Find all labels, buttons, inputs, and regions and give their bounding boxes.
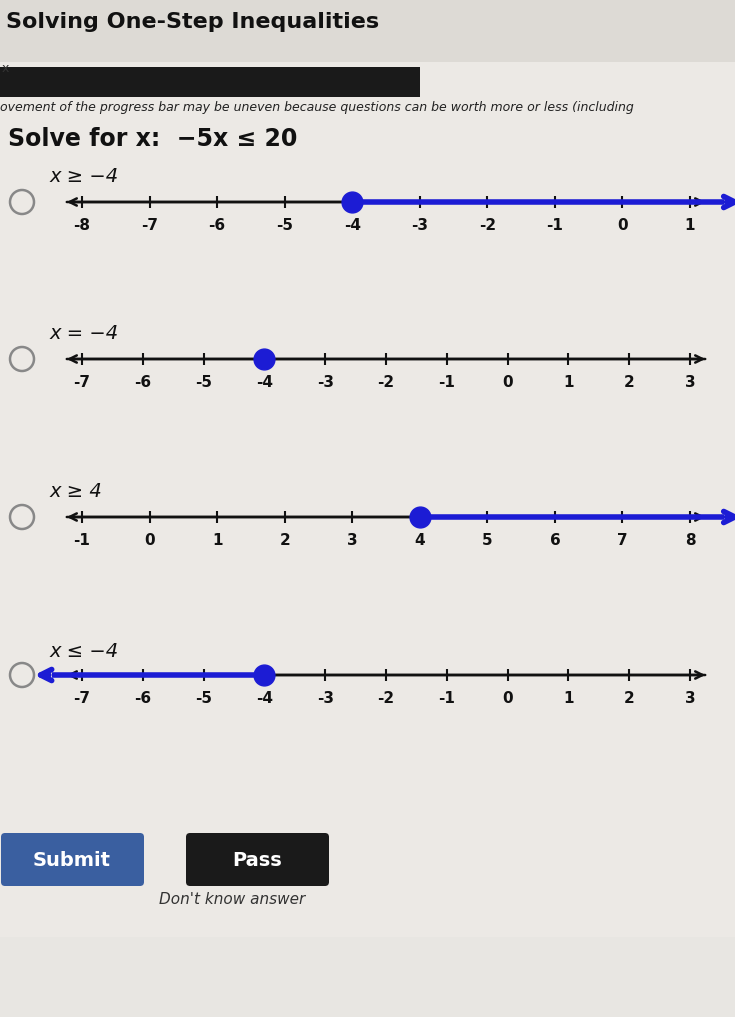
Text: x = −4: x = −4: [50, 324, 119, 343]
Text: Pass: Pass: [232, 850, 282, 870]
Text: 0: 0: [502, 691, 513, 706]
Text: 0: 0: [144, 533, 155, 548]
Text: Submit: Submit: [33, 850, 111, 870]
Text: Solving One-Step Inequalities: Solving One-Step Inequalities: [6, 12, 379, 32]
Text: -2: -2: [378, 691, 395, 706]
Text: -2: -2: [478, 218, 496, 233]
Text: -4: -4: [344, 218, 361, 233]
Text: ovement of the progress bar may be uneven because questions can be worth more or: ovement of the progress bar may be uneve…: [0, 101, 634, 114]
FancyBboxPatch shape: [186, 833, 329, 886]
Text: -3: -3: [412, 218, 429, 233]
Text: -1: -1: [546, 218, 563, 233]
Text: -5: -5: [195, 691, 212, 706]
FancyBboxPatch shape: [0, 67, 420, 97]
Text: 0: 0: [502, 375, 513, 390]
Text: -4: -4: [256, 375, 273, 390]
Text: -1: -1: [438, 691, 455, 706]
Text: 1: 1: [212, 533, 223, 548]
Text: 5: 5: [482, 533, 492, 548]
Text: -2: -2: [378, 375, 395, 390]
Text: 4: 4: [415, 533, 425, 548]
Text: 1: 1: [563, 691, 573, 706]
Text: -5: -5: [276, 218, 293, 233]
FancyBboxPatch shape: [0, 0, 735, 937]
Text: 2: 2: [624, 691, 634, 706]
Text: Don't know answer: Don't know answer: [159, 892, 305, 907]
Text: -6: -6: [135, 691, 151, 706]
Text: x ≥ −4: x ≥ −4: [50, 167, 119, 186]
Text: -5: -5: [195, 375, 212, 390]
Text: -3: -3: [317, 691, 334, 706]
Text: 3: 3: [685, 691, 695, 706]
Text: -1: -1: [74, 533, 90, 548]
Text: 8: 8: [685, 533, 695, 548]
Text: -1: -1: [438, 375, 455, 390]
Text: 6: 6: [550, 533, 560, 548]
Text: 7: 7: [617, 533, 628, 548]
Text: x: x: [2, 62, 10, 75]
Text: 2: 2: [279, 533, 290, 548]
Text: Solve for x:  −5x ≤ 20: Solve for x: −5x ≤ 20: [8, 127, 298, 151]
Text: 0: 0: [617, 218, 628, 233]
Text: 3: 3: [685, 375, 695, 390]
FancyBboxPatch shape: [1, 833, 144, 886]
Text: x ≥ 4: x ≥ 4: [50, 482, 103, 501]
Text: 3: 3: [347, 533, 357, 548]
Text: -8: -8: [74, 218, 90, 233]
Text: -7: -7: [74, 375, 90, 390]
Text: 1: 1: [563, 375, 573, 390]
Text: x ≤ −4: x ≤ −4: [50, 642, 119, 661]
Text: 1: 1: [685, 218, 695, 233]
Text: -6: -6: [135, 375, 151, 390]
Text: -4: -4: [256, 691, 273, 706]
FancyBboxPatch shape: [0, 0, 735, 62]
Text: -6: -6: [209, 218, 226, 233]
Text: 2: 2: [624, 375, 634, 390]
Text: -7: -7: [74, 691, 90, 706]
Text: -7: -7: [141, 218, 158, 233]
Text: -3: -3: [317, 375, 334, 390]
